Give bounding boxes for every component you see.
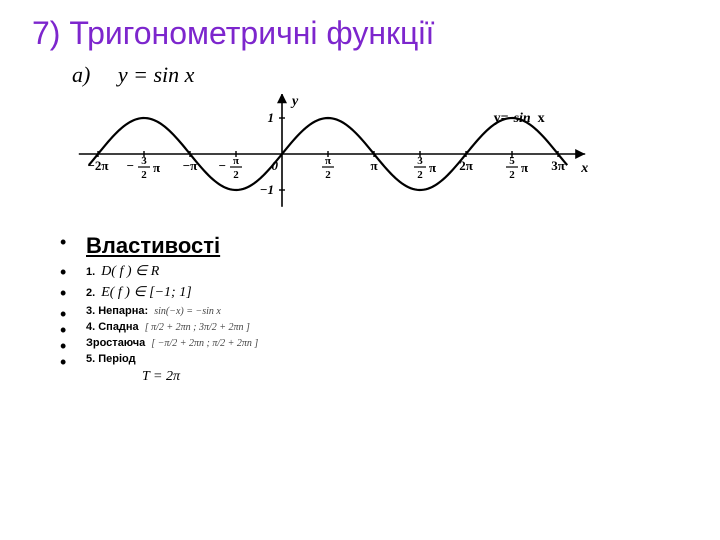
properties-heading-text: Властивості — [86, 233, 220, 259]
svg-text:π: π — [233, 155, 239, 167]
property-5: 5. Період — [60, 353, 688, 365]
property-increasing: Зростаюча [ −π/2 + 2πn ; π/2 + 2πn ] — [60, 337, 688, 349]
property-3: 3. Непарна: sin(−x) = −sin x — [60, 305, 688, 317]
formula-expr: y = sin x — [118, 62, 195, 87]
sine-chart: 1−1−2π−32π−π−π2π2π32π2π52π3πyx0y=sin x — [72, 94, 632, 219]
formula-label: a) — [72, 62, 90, 87]
property-4-num: 4. Спадна — [86, 321, 139, 333]
svg-text:π: π — [153, 160, 160, 175]
slide: 7) Тригонометричні функції a) y = sin x … — [0, 0, 720, 540]
svg-text:x: x — [538, 111, 545, 126]
svg-text:π: π — [429, 160, 436, 175]
svg-text:π: π — [325, 155, 331, 167]
property-3-math: sin(−x) = −sin x — [154, 306, 221, 317]
properties-heading: Властивості — [60, 233, 688, 259]
svg-text:2: 2 — [417, 169, 423, 181]
property-2-math: E( f ) ∈ [−1; 1] — [101, 284, 191, 301]
svg-text:π: π — [521, 160, 528, 175]
svg-text:2: 2 — [233, 169, 239, 181]
svg-text:3: 3 — [417, 155, 423, 167]
properties-list: Властивості 1. D( f ) ∈ R 2. E( f ) ∈ [−… — [60, 233, 688, 365]
svg-text:x: x — [580, 161, 588, 176]
svg-text:2: 2 — [325, 169, 331, 181]
property-2: 2. E( f ) ∈ [−1; 1] — [60, 284, 688, 301]
property-1: 1. D( f ) ∈ R — [60, 263, 688, 280]
svg-text:2: 2 — [509, 169, 515, 181]
formula-a: a) y = sin x — [72, 62, 688, 88]
svg-text:−2π: −2π — [87, 158, 108, 173]
property-4: 4. Спадна [ π/2 + 2πn ; 3π/2 + 2πn ] — [60, 321, 688, 333]
property-3-num: 3. Непарна: — [86, 305, 148, 317]
page-title: 7) Тригонометричні функції — [32, 14, 688, 52]
svg-text:3: 3 — [141, 155, 147, 167]
property-inc-num: Зростаюча — [86, 337, 145, 349]
property-2-num: 2. — [86, 287, 95, 299]
period-formula: T = 2π — [142, 369, 688, 385]
svg-text:π: π — [370, 158, 377, 173]
property-4-math: [ π/2 + 2πn ; 3π/2 + 2πn ] — [145, 322, 250, 333]
svg-text:−1: −1 — [260, 182, 274, 197]
svg-text:2: 2 — [141, 169, 147, 181]
property-1-num: 1. — [86, 266, 95, 278]
property-5-num: 5. Період — [86, 353, 136, 365]
property-inc-math: [ −π/2 + 2πn ; π/2 + 2πn ] — [151, 338, 258, 349]
svg-text:1: 1 — [268, 110, 275, 125]
svg-text:−: − — [127, 158, 134, 173]
property-1-math: D( f ) ∈ R — [101, 263, 159, 280]
svg-text:−: − — [219, 158, 226, 173]
sine-chart-svg: 1−1−2π−32π−π−π2π2π32π2π52π3πyx0y=sin x — [72, 94, 632, 214]
svg-text:5: 5 — [509, 155, 515, 167]
svg-text:y: y — [290, 95, 299, 110]
